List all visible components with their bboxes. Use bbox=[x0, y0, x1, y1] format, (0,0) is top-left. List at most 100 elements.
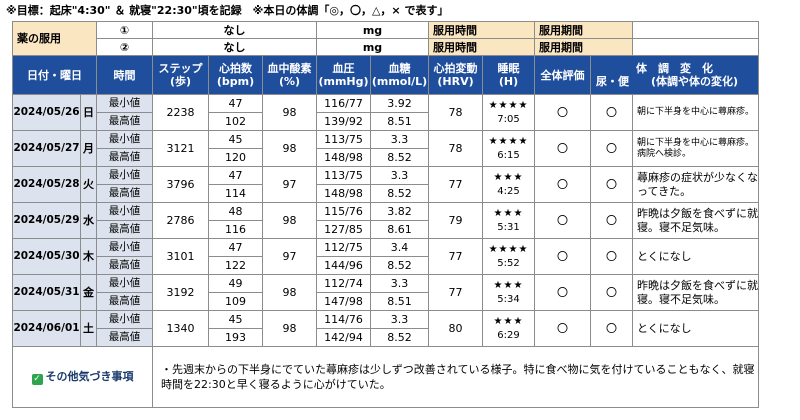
bp-max[interactable]: 139/92 bbox=[316, 112, 371, 131]
heart-rate-min[interactable]: 45 bbox=[208, 310, 263, 329]
overall-rating[interactable]: 〇 bbox=[534, 130, 591, 167]
spo2-cell[interactable]: 98 bbox=[262, 94, 317, 131]
steps-cell[interactable]: 2786 bbox=[152, 202, 209, 239]
glucose-max[interactable]: 8.51 bbox=[370, 292, 429, 311]
bp-min[interactable]: 114/76 bbox=[316, 310, 371, 329]
condition-note[interactable]: 昨晩は夕飯を食べずに就寝。寝不足気味。 bbox=[632, 202, 759, 239]
bp-max[interactable]: 142/94 bbox=[316, 328, 371, 347]
heart-rate-max[interactable]: 109 bbox=[208, 292, 263, 311]
heart-rate-max[interactable]: 122 bbox=[208, 256, 263, 275]
steps-cell[interactable]: 3192 bbox=[152, 274, 209, 311]
heart-rate-max[interactable]: 116 bbox=[208, 220, 263, 239]
sleep-cell[interactable]: ★★★★ 7:05 bbox=[482, 94, 535, 131]
glucose-min[interactable]: 3.3 bbox=[370, 130, 429, 149]
condition-note[interactable]: とくになし bbox=[632, 310, 759, 347]
heart-rate-min[interactable]: 49 bbox=[208, 274, 263, 293]
bp-min[interactable]: 115/76 bbox=[316, 202, 371, 221]
heart-rate-max[interactable]: 102 bbox=[208, 112, 263, 131]
glucose-min[interactable]: 3.3 bbox=[370, 310, 429, 329]
bp-max[interactable]: 148/98 bbox=[316, 148, 371, 167]
header-time: 時間 bbox=[96, 55, 153, 95]
overall-rating[interactable]: 〇 bbox=[534, 94, 591, 131]
header-spo2: 血中酸素 (%) bbox=[262, 55, 317, 95]
glucose-max[interactable]: 8.52 bbox=[370, 184, 429, 203]
spo2-cell[interactable]: 97 bbox=[262, 238, 317, 275]
hrv-cell[interactable]: 77 bbox=[428, 166, 483, 203]
condition-note[interactable]: 蕁麻疹の症状が少なくなってきた。 bbox=[632, 166, 759, 203]
urine-rating[interactable]: 〇 bbox=[590, 202, 633, 239]
med-unit: mg bbox=[316, 21, 429, 39]
spo2-cell[interactable]: 98 bbox=[262, 310, 317, 347]
steps-cell[interactable]: 3121 bbox=[152, 130, 209, 167]
hrv-cell[interactable]: 77 bbox=[428, 238, 483, 275]
overall-rating[interactable]: 〇 bbox=[534, 166, 591, 203]
overall-rating[interactable]: 〇 bbox=[534, 202, 591, 239]
glucose-max[interactable]: 8.61 bbox=[370, 220, 429, 239]
heart-rate-min[interactable]: 45 bbox=[208, 130, 263, 149]
urine-rating[interactable]: 〇 bbox=[590, 166, 633, 203]
heart-rate-max[interactable]: 193 bbox=[208, 328, 263, 347]
urine-rating[interactable]: 〇 bbox=[590, 130, 633, 167]
bp-max[interactable]: 148/98 bbox=[316, 184, 371, 203]
urine-rating[interactable]: 〇 bbox=[590, 94, 633, 131]
bp-min[interactable]: 112/74 bbox=[316, 274, 371, 293]
steps-cell[interactable]: 1340 bbox=[152, 310, 209, 347]
bp-max[interactable]: 144/96 bbox=[316, 256, 371, 275]
spo2-cell[interactable]: 97 bbox=[262, 166, 317, 203]
sleep-cell[interactable]: ★★★ 5:31 bbox=[482, 202, 535, 239]
hrv-cell[interactable]: 78 bbox=[428, 130, 483, 167]
sleep-cell[interactable]: ★★★★ 6:15 bbox=[482, 130, 535, 167]
bp-min[interactable]: 116/77 bbox=[316, 94, 371, 113]
steps-cell[interactable]: 2238 bbox=[152, 94, 209, 131]
sleep-cell[interactable]: ★★★ 5:34 bbox=[482, 274, 535, 311]
heart-rate-min[interactable]: 47 bbox=[208, 166, 263, 185]
urine-rating[interactable]: 〇 bbox=[590, 274, 633, 311]
sleep-cell[interactable]: ★★★ 6:29 bbox=[482, 310, 535, 347]
heart-rate-max[interactable]: 120 bbox=[208, 148, 263, 167]
steps-cell[interactable]: 3796 bbox=[152, 166, 209, 203]
spo2-cell[interactable]: 98 bbox=[262, 274, 317, 311]
weekday-cell: 金 bbox=[80, 274, 97, 311]
bp-min[interactable]: 113/75 bbox=[316, 166, 371, 185]
med-period-value[interactable] bbox=[632, 21, 759, 39]
bp-min[interactable]: 112/75 bbox=[316, 238, 371, 257]
hrv-cell[interactable]: 77 bbox=[428, 274, 483, 311]
overall-rating[interactable]: 〇 bbox=[534, 274, 591, 311]
heart-rate-min[interactable]: 48 bbox=[208, 202, 263, 221]
glucose-min[interactable]: 3.3 bbox=[370, 166, 429, 185]
other-notes-text[interactable]: ・先週末からの下半身にでていた蕁麻疹は少しずつ改善されている様子。特に食べ物に気… bbox=[152, 346, 759, 408]
med-period-value[interactable] bbox=[632, 38, 759, 56]
heart-rate-max[interactable]: 114 bbox=[208, 184, 263, 203]
heart-rate-min[interactable]: 47 bbox=[208, 94, 263, 113]
med-name[interactable]: なし bbox=[152, 38, 317, 56]
glucose-max[interactable]: 8.52 bbox=[370, 256, 429, 275]
heart-rate-min[interactable]: 47 bbox=[208, 238, 263, 257]
glucose-max[interactable]: 8.52 bbox=[370, 148, 429, 167]
condition-note[interactable]: とくになし bbox=[632, 238, 759, 275]
sleep-cell[interactable]: ★★★★ 5:52 bbox=[482, 238, 535, 275]
bp-max[interactable]: 147/98 bbox=[316, 292, 371, 311]
glucose-min[interactable]: 3.3 bbox=[370, 274, 429, 293]
urine-rating[interactable]: 〇 bbox=[590, 310, 633, 347]
overall-rating[interactable]: 〇 bbox=[534, 238, 591, 275]
overall-rating[interactable]: 〇 bbox=[534, 310, 591, 347]
hrv-cell[interactable]: 78 bbox=[428, 94, 483, 131]
steps-cell[interactable]: 3101 bbox=[152, 238, 209, 275]
med-name[interactable]: なし bbox=[152, 21, 317, 39]
bp-max[interactable]: 127/85 bbox=[316, 220, 371, 239]
spo2-cell[interactable]: 98 bbox=[262, 202, 317, 239]
condition-note[interactable]: 昨晩は夕飯を食べずに就寝。寝不足気味。 bbox=[632, 274, 759, 311]
bp-min[interactable]: 113/75 bbox=[316, 130, 371, 149]
sleep-cell[interactable]: ★★★ 4:25 bbox=[482, 166, 535, 203]
glucose-max[interactable]: 8.51 bbox=[370, 112, 429, 131]
glucose-min[interactable]: 3.4 bbox=[370, 238, 429, 257]
urine-rating[interactable]: 〇 bbox=[590, 238, 633, 275]
condition-note[interactable]: 朝に下半身を中心に蕁麻疹。病院へ検診。 bbox=[632, 130, 759, 167]
hrv-cell[interactable]: 80 bbox=[428, 310, 483, 347]
glucose-min[interactable]: 3.82 bbox=[370, 202, 429, 221]
glucose-max[interactable]: 8.52 bbox=[370, 328, 429, 347]
spo2-cell[interactable]: 98 bbox=[262, 130, 317, 167]
condition-note[interactable]: 朝に下半身を中心に蕁麻疹。 bbox=[632, 94, 759, 131]
glucose-min[interactable]: 3.92 bbox=[370, 94, 429, 113]
hrv-cell[interactable]: 79 bbox=[428, 202, 483, 239]
